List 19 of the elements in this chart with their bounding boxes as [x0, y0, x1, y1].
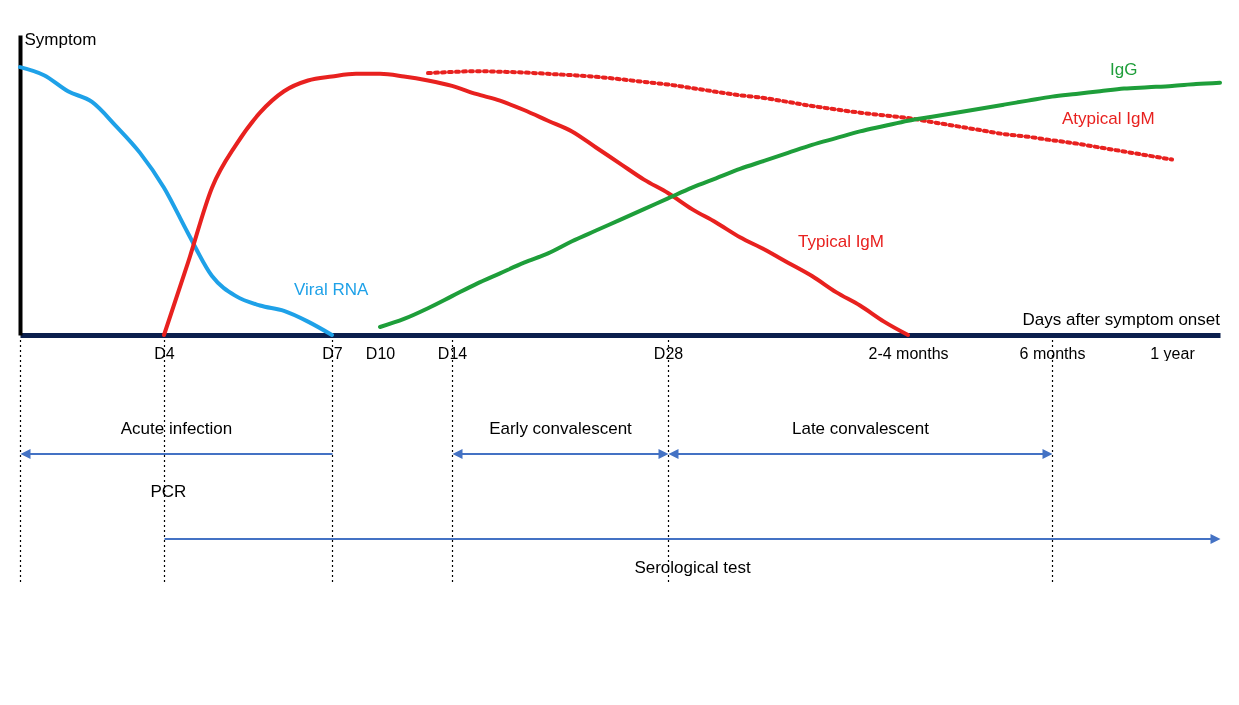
x-axis-title: Days after symptom onset — [1022, 310, 1221, 329]
text: PCR — [150, 481, 187, 501]
x-tick-label: D14 — [437, 344, 468, 362]
series-label: Viral RNA — [294, 279, 369, 299]
series-label: Atypical IgM — [1062, 109, 1155, 129]
y-axis-title: Symptom — [24, 29, 97, 49]
series-label: IgG — [1110, 60, 1138, 80]
x-tick-label: 2-4 months — [868, 344, 949, 362]
x-tick-label: D28 — [653, 344, 684, 362]
text: Serological test — [634, 557, 751, 577]
x-tick-label: 1 year — [1150, 344, 1196, 362]
text: Acute infection — [120, 418, 233, 438]
x-tick-label: D7 — [322, 344, 343, 362]
text: Late convalescent — [791, 418, 930, 438]
x-tick-label: 6 months — [1019, 344, 1086, 362]
x-tick-label: D10 — [365, 344, 396, 362]
x-tick-label: D4 — [154, 344, 175, 362]
series-label: Typical IgM — [798, 231, 884, 251]
text: Early convalescent — [489, 418, 633, 438]
